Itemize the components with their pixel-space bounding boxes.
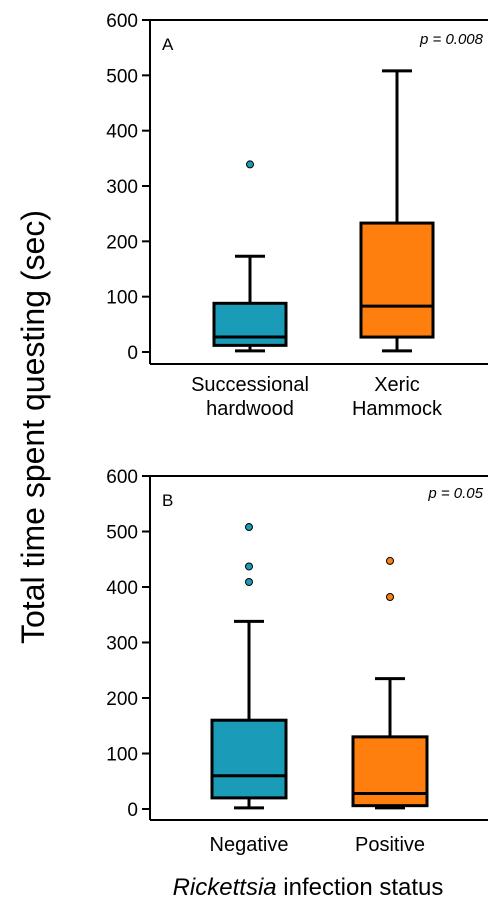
y-tick-label: 600 bbox=[106, 467, 138, 488]
y-tick-label: 500 bbox=[106, 523, 138, 544]
y-tick-label: 600 bbox=[106, 11, 138, 32]
box-iqr bbox=[351, 735, 429, 808]
panel-letter: B bbox=[162, 491, 173, 510]
category-label: Negative bbox=[210, 834, 289, 856]
y-tick-label: 100 bbox=[106, 745, 138, 766]
outlier-point bbox=[245, 523, 253, 532]
outlier-point bbox=[386, 592, 394, 601]
y-tick-label: 300 bbox=[106, 634, 138, 655]
y-tick-label: 300 bbox=[106, 177, 138, 198]
panel-letter: A bbox=[162, 35, 174, 54]
y-tick-label: 400 bbox=[106, 578, 138, 599]
panel-a: 0 100 200 300 400 500 600 A p = 0.008 Successiona… bbox=[106, 11, 488, 420]
category-label: Positive bbox=[355, 834, 425, 856]
y-tick-label: 0 bbox=[127, 800, 138, 821]
box-iqr bbox=[359, 221, 435, 339]
y-tick-label: 200 bbox=[106, 689, 138, 710]
y-tick-label: 100 bbox=[106, 288, 138, 309]
category-label: hardwood bbox=[206, 398, 294, 420]
p-value-label: p = 0.008 bbox=[419, 31, 484, 48]
outlier-point bbox=[245, 562, 253, 571]
outlier-point bbox=[246, 160, 254, 169]
y-tick-label: 0 bbox=[127, 343, 138, 364]
p-value-label: p = 0.05 bbox=[427, 485, 483, 502]
outlier-point bbox=[245, 578, 253, 587]
y-tick-label: 400 bbox=[106, 122, 138, 143]
y-tick-label: 500 bbox=[106, 66, 138, 87]
x-axis-label-italic: Rickettsia bbox=[173, 874, 277, 901]
x-axis-label-rest: infection status bbox=[277, 874, 444, 901]
panel-b: 0 100 200 300 400 500 600 B p = 0.05 Negative Posi… bbox=[106, 467, 488, 856]
box-iqr bbox=[212, 301, 288, 347]
category-label: Xeric bbox=[374, 374, 420, 396]
box-iqr bbox=[210, 718, 288, 800]
y-axis-label: Total time spent questing (sec) bbox=[15, 210, 51, 644]
y-tick-label: 200 bbox=[106, 232, 138, 253]
category-label: Hammock bbox=[352, 398, 443, 420]
x-axis-label: Rickettsia infection status bbox=[173, 874, 444, 901]
outlier-point bbox=[386, 556, 394, 565]
category-label: Successional bbox=[191, 374, 309, 396]
